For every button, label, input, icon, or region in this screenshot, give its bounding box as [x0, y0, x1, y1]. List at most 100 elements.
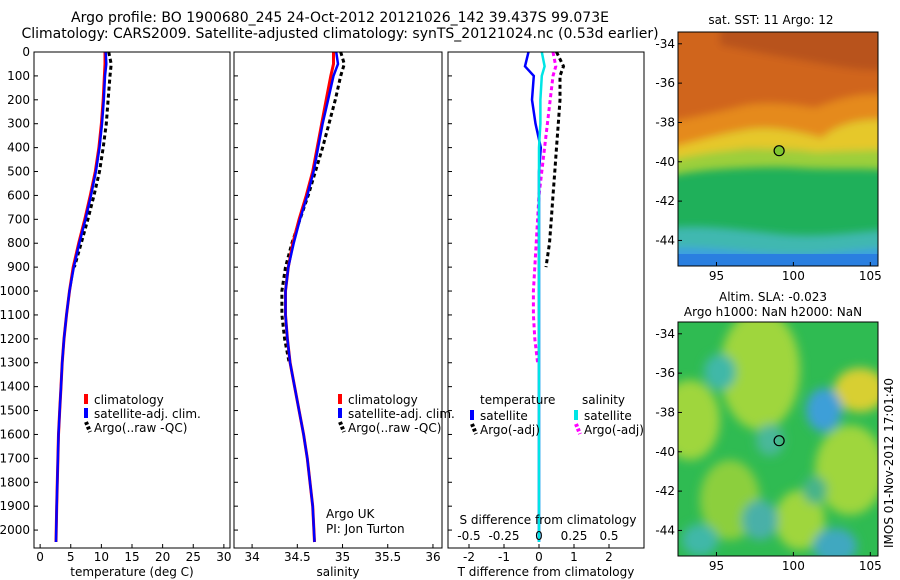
depth-tick-label: 300: [7, 117, 30, 131]
map-x-tick-label: 95: [709, 269, 724, 283]
t-difference-x-tick-label: 1: [570, 550, 578, 564]
altimetry-map-title: Altim. SLA: -0.023: [719, 290, 827, 304]
argo-float-marker: [773, 435, 785, 447]
temperature-axes-box: [33, 51, 231, 549]
depth-tick-label: 400: [7, 141, 30, 155]
satellite-salinity-line: [284, 52, 340, 543]
altimetry-map-panel: Altim. SLA: -0.023 Argo h1000: NaN h2000…: [655, 290, 882, 573]
temperature-x-tick-label: 10: [94, 550, 109, 564]
depth-tick-label: 1900: [0, 499, 30, 513]
depth-tick-label: 2000: [0, 523, 30, 537]
temperature-legend-text: climatology: [94, 393, 164, 407]
salinity-axes-box: [233, 51, 443, 549]
s-difference-xlabel: S difference from climatology: [460, 513, 637, 527]
depth-tick-label: 1200: [0, 332, 30, 346]
salinity-x-tick-label: 34: [244, 550, 259, 564]
map-x-tick-label: 105: [859, 559, 882, 573]
map-y-tick-label: -40: [655, 445, 675, 459]
map-y-tick-label: -40: [655, 155, 675, 169]
depth-tick-label: 600: [7, 188, 30, 202]
climatology-temperature-line: [54, 52, 107, 543]
s-difference-tick-label: 0: [535, 529, 543, 543]
argo-temperature-line: [72, 52, 113, 268]
satellite-salinity-difference-line: [537, 52, 546, 542]
difference-axes-box: [447, 51, 645, 549]
s-difference-tick-label: 0.5: [599, 529, 618, 543]
salinity-difference-legend-key: [574, 423, 582, 435]
depth-tick-label: 500: [7, 165, 30, 179]
salinity-panel: 34 34.5 35 35.5 36 salinity climatologysatel…: [233, 51, 455, 579]
temperature-difference-legend-text: Argo(-adj): [480, 423, 540, 437]
t-difference-xlabel: T difference from climatology: [457, 565, 635, 579]
map-y-tick-label: -42: [655, 194, 675, 208]
salinity-x-tick-label: 35.5: [374, 550, 401, 564]
temperature-x-tick-label: 0: [36, 550, 44, 564]
temperature-x-tick-label: 20: [155, 550, 170, 564]
depth-tick-label: 800: [7, 236, 30, 250]
temperature-x-tick-label: 15: [124, 550, 139, 564]
salinity-legend-title: salinity: [582, 393, 625, 407]
temperature-x-tick-label: 30: [216, 550, 231, 564]
s-difference-tick-label: -0.25: [488, 529, 519, 543]
argo-float-marker: [773, 145, 785, 157]
depth-tick-label: 1800: [0, 475, 30, 489]
map-x-tick-label: 100: [782, 559, 805, 573]
depth-tick-label: 1600: [0, 427, 30, 441]
temperature-xlabel: temperature (deg C): [70, 565, 193, 579]
depth-tick-label: 1500: [0, 404, 30, 418]
map-y-tick-label: -44: [655, 233, 675, 247]
depth-tick-label: 100: [7, 69, 30, 83]
credit-line2: PI: Jon Turton: [326, 522, 405, 536]
temperature-x-tick-label: 5: [67, 550, 75, 564]
map-y-tick-label: -42: [655, 484, 675, 498]
header-line2: Climatology: CARS2009. Satellite-adjuste…: [21, 26, 658, 42]
depth-tick-label: 1300: [0, 356, 30, 370]
s-difference-tick-label: -0.5: [457, 529, 480, 543]
depth-tick-label: 1100: [0, 308, 30, 322]
temperature-legend-key: [84, 421, 92, 433]
map-x-tick-label: 105: [859, 269, 882, 283]
argo-salinity-line: [280, 52, 346, 363]
t-difference-x-tick-label: 2: [605, 550, 613, 564]
depth-tick-label: 1700: [0, 451, 30, 465]
depth-tick-label: 700: [7, 212, 30, 226]
t-difference-x-tick-label: 0: [535, 550, 543, 564]
map-y-tick-label: -34: [655, 37, 675, 51]
difference-legend: temperature salinitysatelliteArgo(-adj)sa…: [470, 393, 644, 437]
temperature-difference-legend-text: satellite: [480, 409, 528, 423]
map-y-tick-label: -38: [655, 405, 675, 419]
map-x-tick-label: 100: [782, 269, 805, 283]
altimetry-map-frame: [677, 321, 879, 557]
map-y-tick-label: -38: [655, 115, 675, 129]
map-x-tick-label: 95: [709, 559, 724, 573]
salinity-difference-legend-text: satellite: [584, 409, 632, 423]
t-difference-x-tick-label: -1: [498, 550, 510, 564]
salinity-x-tick-label: 34.5: [284, 550, 311, 564]
salinity-xlabel: salinity: [316, 565, 359, 579]
map-y-tick-label: -36: [655, 366, 675, 380]
temperature-difference-legend-key: [470, 423, 478, 435]
temperature-panel: 0 5 10 15 20 25 300100200300400500600700800900…: [0, 45, 232, 579]
depth-tick-label: 1000: [0, 284, 30, 298]
salinity-x-tick-label: 36: [425, 550, 440, 564]
sst-map-title: sat. SST: 11 Argo: 12: [708, 13, 833, 27]
argo-temperature-difference-line: [544, 52, 566, 268]
temperature-legend-text: Argo(..raw -QC): [94, 421, 187, 435]
depth-tick-label: 900: [7, 260, 30, 274]
satellite-temperature-line: [54, 52, 108, 543]
temperature-legend-text: satellite-adj. clim.: [94, 407, 201, 421]
difference-panel: -2 -1 0 1 2 -0.5 -0.25 0 0.25 0.5 T difference fr…: [447, 51, 645, 579]
map-y-tick-label: -36: [655, 76, 675, 90]
imos-timestamp: IMOS 01-Nov-2012 17:01:40: [882, 378, 896, 548]
map-y-tick-label: -44: [655, 523, 675, 537]
salinity-difference-legend-text: Argo(-adj): [584, 423, 644, 437]
depth-tick-label: 0: [22, 45, 30, 59]
altimetry-map-subtitle: Argo h1000: NaN h2000: NaN: [684, 305, 862, 319]
salinity-legend-text: Argo(..raw -QC): [348, 421, 441, 435]
header-line1: Argo profile: BO 1900680_245 24-Oct-2012…: [71, 10, 609, 26]
salinity-legend-key: [338, 421, 346, 433]
sst-map-panel: sat. SST: 11 Argo: 12 95 100 105 -34 -36 -38 -…: [655, 13, 882, 283]
